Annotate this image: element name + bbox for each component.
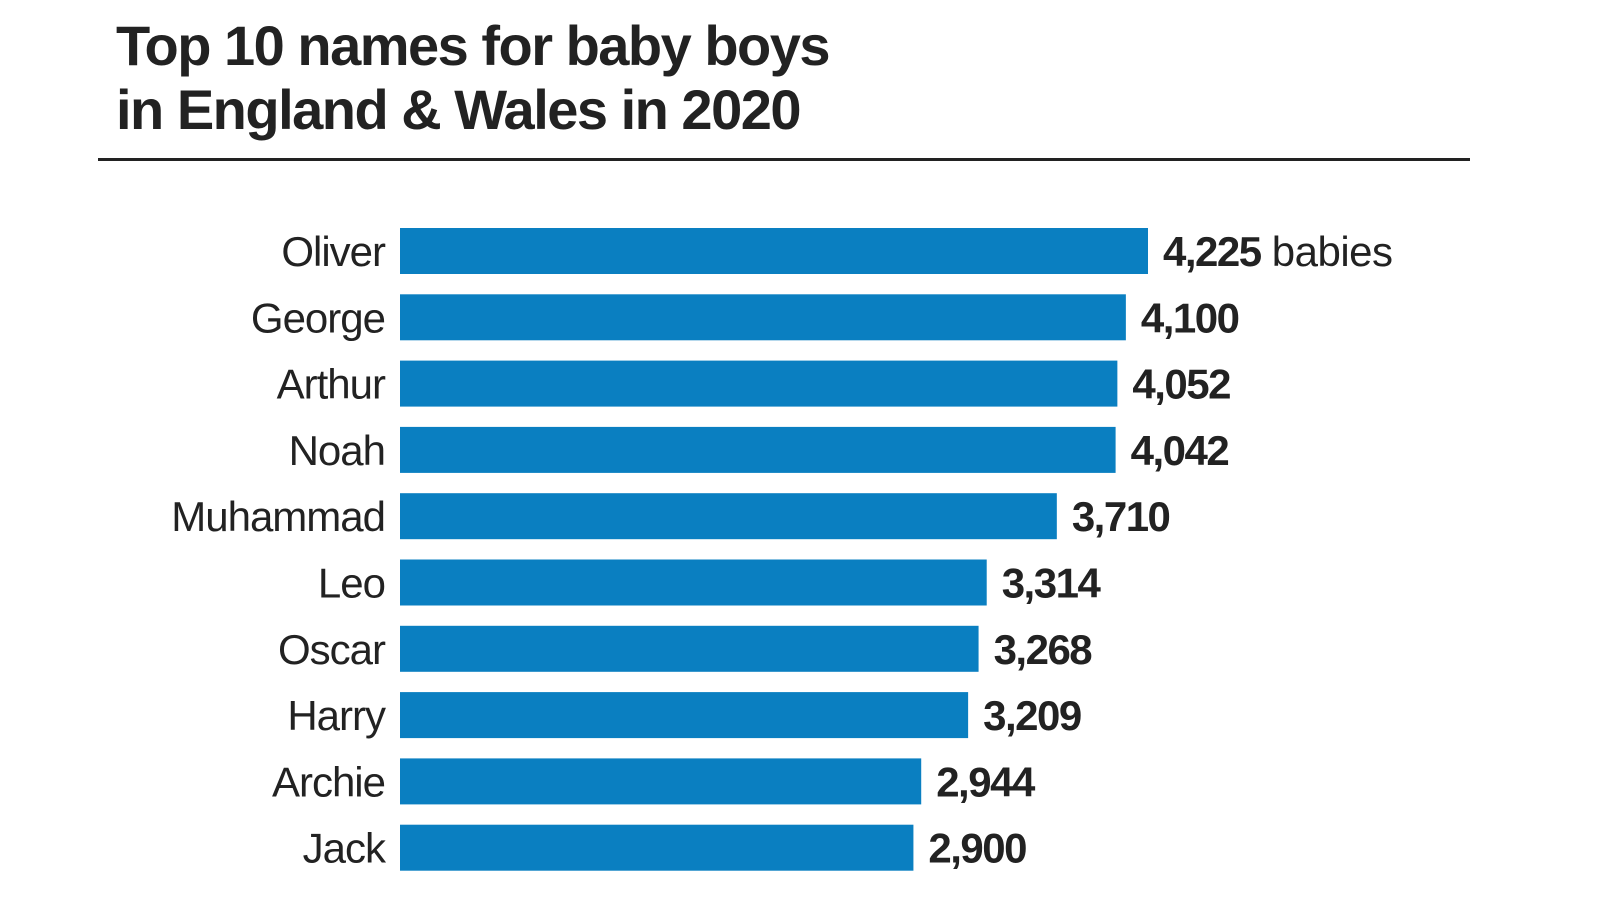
category-label: Noah: [289, 427, 385, 474]
chart-title-line-2: in England & Wales in 2020: [116, 78, 802, 141]
category-label: Harry: [287, 692, 386, 739]
category-label: Oliver: [281, 228, 386, 275]
category-label: Arthur: [277, 361, 386, 408]
unit-label: babies: [1261, 228, 1393, 275]
data-label: 2,900: [928, 825, 1026, 872]
bar: [400, 692, 969, 739]
category-label: George: [251, 294, 385, 341]
category-label: Oscar: [278, 626, 386, 673]
chart-title: Top 10 names for baby boys in England & …: [116, 14, 831, 142]
bar: [400, 559, 987, 606]
category-label: Archie: [272, 758, 385, 805]
bar: [400, 228, 1148, 274]
data-label: 3,268: [994, 626, 1093, 673]
data-label: 4,052: [1132, 361, 1230, 408]
title-divider: [98, 158, 1470, 161]
chart-title-line-1: Top 10 names for baby boys: [116, 14, 831, 77]
category-label: Leo: [318, 560, 385, 607]
data-label: 3,209: [983, 692, 1081, 739]
category-label: Muhammad: [171, 493, 385, 540]
bar: [400, 294, 1126, 341]
bar: [400, 758, 922, 805]
bar: [400, 824, 914, 871]
category-label: Jack: [303, 825, 387, 872]
bar: [400, 426, 1116, 473]
data-label: 4,225 babies: [1163, 228, 1393, 275]
bar: [400, 625, 979, 672]
bar: [400, 360, 1118, 407]
data-label: 4,042: [1131, 427, 1229, 474]
bar: [400, 493, 1057, 540]
data-label: 3,710: [1072, 493, 1170, 540]
data-label: 2,944: [936, 758, 1036, 805]
data-label: 4,100: [1141, 294, 1239, 341]
data-label: 3,314: [1002, 560, 1102, 607]
